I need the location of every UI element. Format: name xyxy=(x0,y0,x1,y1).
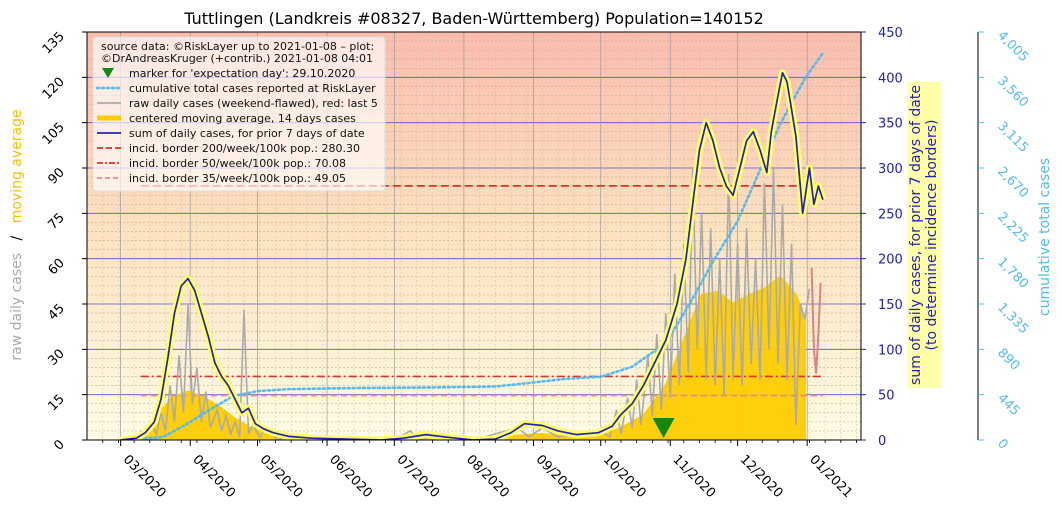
y-label-right-cumulative: cumulative total cases xyxy=(1037,158,1053,316)
y-label-right-sum7-line1: sum of daily cases, for prior 7 days of … xyxy=(908,85,924,385)
y-label-right-sum7: sum of daily cases, for prior 7 days of … xyxy=(908,85,940,385)
plot-frame xyxy=(86,31,862,441)
legend-label: centered moving average, 14 days cases xyxy=(129,112,356,125)
y-axis-right-cumulative: 0 445 890 1,335 1,780 2,225 2,670 3,115 3,560 4,0… xyxy=(977,28,1031,453)
cumulative-cases-line xyxy=(128,51,825,440)
y-right1-tick-label: 400 xyxy=(878,71,903,86)
y-left-tick-label: 105 xyxy=(40,120,68,148)
y-label-left-avg: moving average xyxy=(9,109,25,223)
y-right2-tick-label: 3,560 xyxy=(994,74,1031,111)
y-right1-tick-label: 450 xyxy=(878,26,903,41)
y-right1-tick-label: 350 xyxy=(878,117,903,132)
y-axis-right-sum7: 0 50 100 150 200 250 300 350 400 450 xyxy=(861,26,903,449)
y-label-left-sep: / xyxy=(9,235,25,240)
y-right2-tick-label: 445 xyxy=(994,391,1022,419)
svg-text:raw daily cases /: raw daily cases / moving average xyxy=(9,109,25,360)
x-tick-label: 03/2020 xyxy=(120,452,169,501)
y-right1-tick-label: 100 xyxy=(878,343,903,358)
legend-source-line-2: ©DrAndreasKruger (+contrib.) 2021-01-08 … xyxy=(101,52,373,65)
y-left-tick-label: 15 xyxy=(46,392,68,414)
x-tick-label: 11/2020 xyxy=(669,452,718,501)
y-left-tick-label: 60 xyxy=(46,256,68,278)
legend-label: incid. border 200/week/100k pop.: 280.30 xyxy=(129,142,360,155)
y-right2-tick-label: 1,780 xyxy=(994,255,1031,292)
y-right2-tick-label: 2,670 xyxy=(994,164,1031,201)
y-left-tick-label: 90 xyxy=(46,165,68,187)
x-tick-label: 01/2021 xyxy=(806,452,855,501)
legend-label: marker for 'expectation day': 29.10.2020 xyxy=(129,67,355,80)
y-left-tick-label: 75 xyxy=(46,211,68,233)
y-right2-tick-label: 890 xyxy=(994,346,1022,374)
legend-label: cumulative total cases reported at RiskL… xyxy=(129,82,376,95)
y-label-right-sum7-line2: (to determine incidence borders) xyxy=(924,120,940,351)
y-right1-tick-label: 0 xyxy=(878,434,886,449)
x-axis: 03/2020 04/2020 05/2020 06/2020 07/2020 08/20… xyxy=(102,440,857,501)
legend-source-line-1: source data: ©RiskLayer up to 2021-01-08… xyxy=(101,40,374,53)
legend-entries: marker for 'expectation day': 29.10.2020… xyxy=(95,67,378,185)
y-axis-left: 0 15 30 45 60 75 90 105 120 135 xyxy=(40,29,87,454)
legend-label: sum of daily cases, for prior 7 days of … xyxy=(129,127,365,140)
y-right2-tick-label: 1,335 xyxy=(994,300,1031,337)
y-right1-tick-label: 50 xyxy=(878,389,895,404)
y-right2-tick-label: 4,005 xyxy=(994,28,1031,65)
y-right2-tick-label: 2,225 xyxy=(994,210,1031,247)
y-left-tick-label: 135 xyxy=(40,29,68,57)
x-tick-label: 07/2020 xyxy=(394,452,443,501)
y-right2-tick-label: 0 xyxy=(994,436,1010,452)
y-label-left: raw daily cases / moving average xyxy=(9,109,25,360)
raw-daily-cases-last5-line xyxy=(810,267,822,374)
y-left-tick-label: 30 xyxy=(46,347,68,369)
y-left-tick-label: 0 xyxy=(51,437,67,453)
x-tick-label: 08/2020 xyxy=(463,452,512,501)
sum7-line xyxy=(120,71,824,440)
y-right1-tick-label: 250 xyxy=(878,207,903,222)
y-right1-tick-label: 300 xyxy=(878,162,903,177)
x-tick-label: 04/2020 xyxy=(189,452,238,501)
legend: source data: ©RiskLayer up to 2021-01-08… xyxy=(92,36,386,192)
expectation-day-marker xyxy=(652,418,675,438)
legend-swatch-marker xyxy=(102,68,114,78)
legend-label: raw daily cases (weekend-flawed), red: l… xyxy=(129,97,378,110)
y-left-tick-label: 120 xyxy=(40,75,68,103)
x-tick-label: 12/2020 xyxy=(737,452,786,501)
y-label-left-raw: raw daily cases xyxy=(9,253,25,361)
legend-box xyxy=(92,36,386,192)
chart-title: Tuttlingen (Landkreis #08327, Baden-Würt… xyxy=(183,9,764,28)
x-tick-label: 05/2020 xyxy=(257,452,306,501)
legend-label: incid. border 35/week/100k pop.: 49.05 xyxy=(129,172,346,185)
y-left-tick-label: 45 xyxy=(46,301,68,323)
legend-label: incid. border 50/week/100k pop.: 70.08 xyxy=(129,157,346,170)
x-tick-label: 10/2020 xyxy=(600,452,649,501)
x-tick-label: 09/2020 xyxy=(533,452,582,501)
y-right1-tick-label: 150 xyxy=(878,298,903,313)
x-tick-label: 06/2020 xyxy=(326,452,375,501)
y-label-right-cumulative-text: cumulative total cases xyxy=(1037,158,1053,316)
y-label-right-sum7-box xyxy=(907,82,941,388)
y-right2-tick-label: 3,115 xyxy=(994,119,1031,156)
y-right1-tick-label: 200 xyxy=(878,253,903,268)
